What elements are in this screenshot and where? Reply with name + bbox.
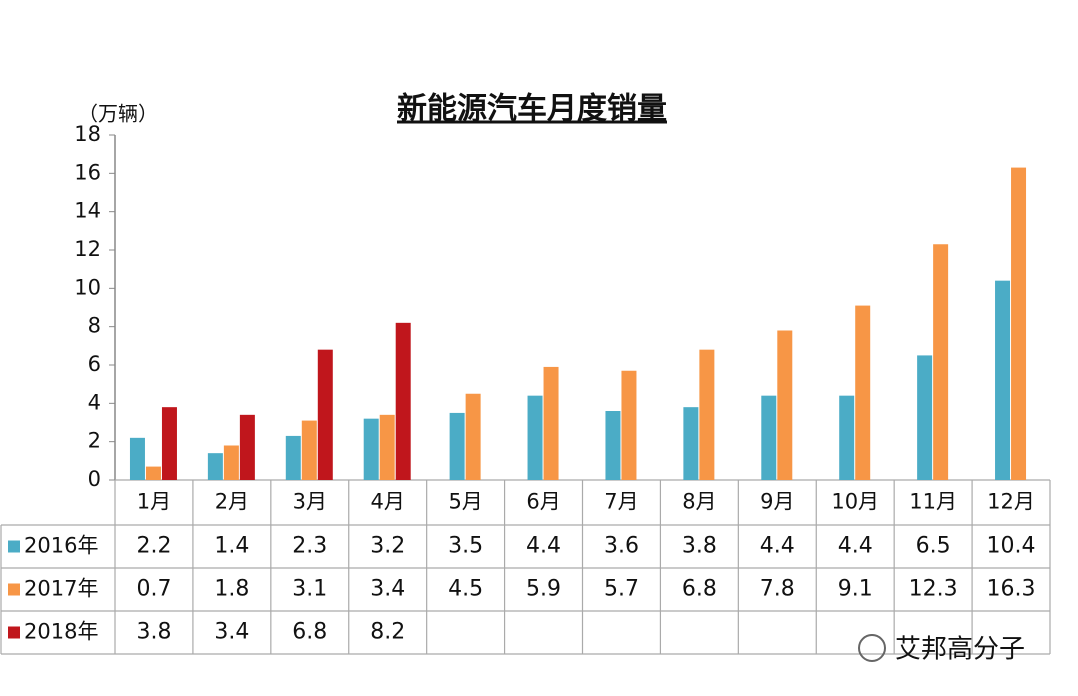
bar (1011, 167, 1027, 481)
data-label: 5.9 (526, 577, 561, 602)
data-label: 16.3 (987, 577, 1036, 602)
chart-title: 新能源汽车月度销量 (397, 92, 667, 127)
bar (777, 330, 793, 480)
bar (239, 414, 255, 480)
watermark-icon (858, 634, 886, 662)
bar (543, 366, 559, 480)
data-label: 2.2 (136, 534, 171, 559)
data-label: 0.7 (136, 577, 171, 602)
y-tick-label: 0 (88, 467, 101, 491)
x-tick-label: 7月 (604, 490, 638, 514)
data-label: 1.8 (214, 577, 249, 602)
legend-swatch (8, 583, 20, 596)
x-tick-label: 3月 (293, 490, 327, 514)
x-tick-label: 9月 (760, 490, 794, 514)
data-label: 3.2 (370, 534, 405, 559)
legend-swatch (8, 540, 20, 553)
bar (449, 412, 465, 480)
bar (129, 437, 145, 480)
y-tick-label: 16 (74, 160, 101, 184)
y-tick-label: 8 (88, 314, 101, 338)
data-label: 3.8 (682, 534, 717, 559)
legend-swatch (8, 626, 20, 639)
bar (145, 466, 161, 480)
x-tick-label: 2月 (215, 490, 249, 514)
x-tick-label: 8月 (682, 490, 716, 514)
data-label: 6.8 (682, 577, 717, 602)
data-label: 9.1 (838, 577, 873, 602)
data-label: 7.8 (760, 577, 795, 602)
x-tick-label: 6月 (526, 490, 560, 514)
bar (933, 244, 949, 480)
bar (161, 407, 177, 480)
watermark-group: 艾邦高分子 (858, 634, 1025, 665)
bar (527, 395, 543, 480)
data-label: 2.3 (292, 534, 327, 559)
y-tick-label: 2 (88, 429, 101, 453)
bar (465, 393, 481, 480)
x-tick-label: 1月 (137, 490, 171, 514)
watermark: 艾邦高分子 (895, 635, 1025, 665)
x-tick-label: 5月 (448, 490, 482, 514)
bar (699, 349, 715, 480)
x-tick-label: 4月 (371, 490, 405, 514)
bar (285, 435, 301, 480)
y-tick-label: 10 (74, 275, 101, 299)
data-label: 5.7 (604, 577, 639, 602)
bar (317, 349, 333, 480)
bar (223, 445, 239, 480)
data-label: 4.4 (526, 534, 561, 559)
bar (207, 453, 223, 480)
data-label: 6.5 (916, 534, 951, 559)
bar (839, 395, 855, 480)
bar (995, 280, 1011, 480)
data-label: 3.1 (292, 577, 327, 602)
x-tick-label: 12月 (987, 490, 1035, 514)
y-tick-label: 12 (74, 237, 101, 261)
data-label: 3.5 (448, 534, 483, 559)
x-tick-label: 11月 (909, 490, 957, 514)
bar (605, 411, 621, 480)
data-label: 3.8 (136, 620, 171, 645)
bar (917, 355, 933, 480)
data-label: 4.4 (760, 534, 795, 559)
bar (363, 418, 379, 480)
data-label: 3.4 (214, 620, 249, 645)
legend-label: 2018年 (24, 620, 98, 644)
bar (301, 420, 317, 480)
data-label: 6.8 (292, 620, 327, 645)
bar (395, 322, 411, 480)
data-label: 8.2 (370, 620, 405, 645)
y-unit: （万辆） (78, 102, 158, 126)
y-tick-label: 4 (88, 390, 101, 414)
data-label: 3.6 (604, 534, 639, 559)
bar (761, 395, 777, 480)
data-label: 12.3 (909, 577, 958, 602)
data-label: 4.5 (448, 577, 483, 602)
data-label: 4.4 (838, 534, 873, 559)
data-label: 3.4 (370, 577, 405, 602)
bar (683, 407, 699, 480)
data-label: 1.4 (214, 534, 249, 559)
legend-label: 2016年 (24, 534, 98, 558)
bar (379, 414, 395, 480)
y-tick-label: 18 (74, 122, 101, 146)
bar (855, 305, 871, 480)
data-label: 10.4 (987, 534, 1036, 559)
y-tick-label: 14 (74, 199, 101, 223)
y-tick-label: 6 (88, 352, 101, 376)
legend-label: 2017年 (24, 577, 98, 601)
x-tick-label: 10月 (831, 490, 879, 514)
bar (621, 370, 637, 480)
